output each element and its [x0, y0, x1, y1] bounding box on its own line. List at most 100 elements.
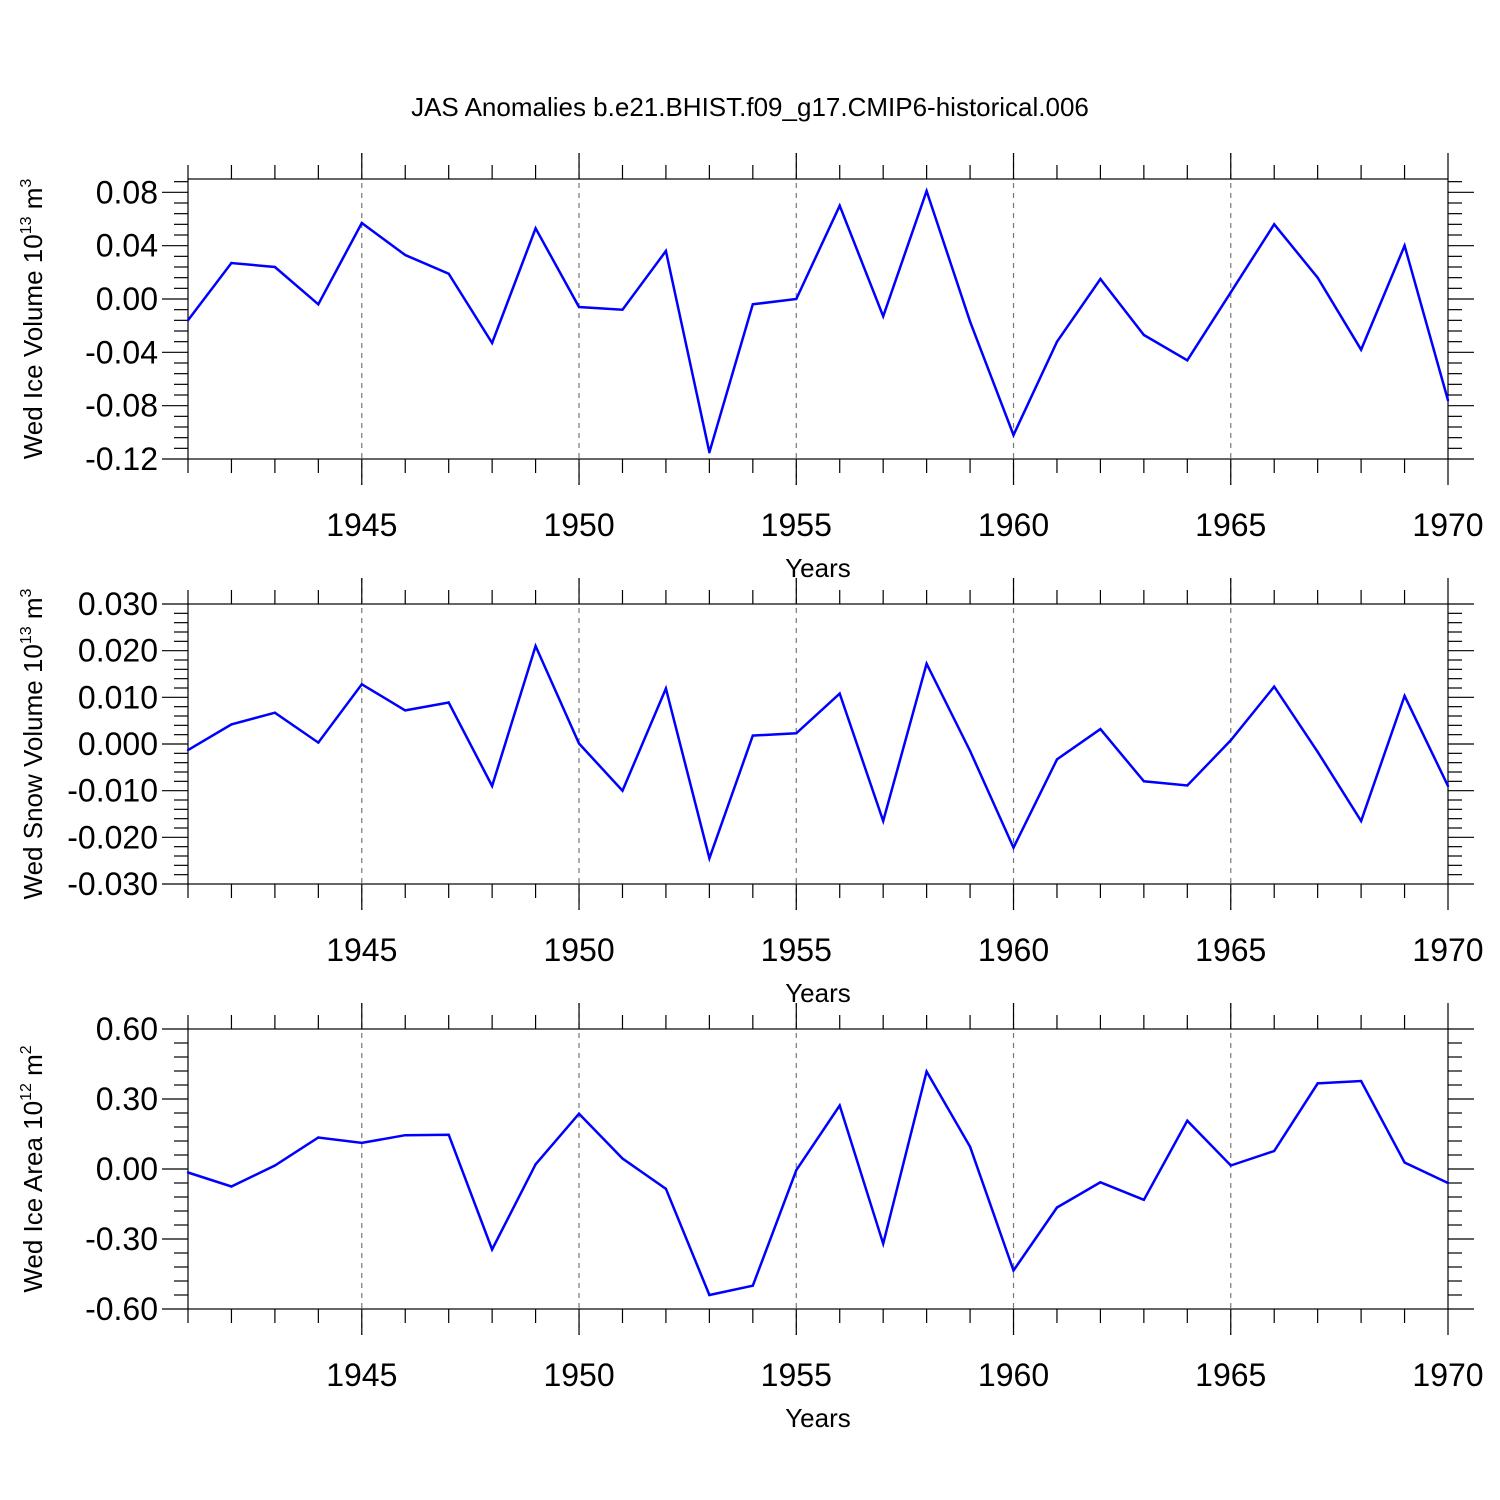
x-tick-label: 1950: [543, 507, 614, 543]
data-point: [751, 734, 755, 737]
x-tick-label: 1970: [1412, 507, 1483, 543]
data-point: [1273, 685, 1276, 688]
data-point: [273, 265, 277, 269]
data-point: [1099, 277, 1102, 281]
data-point: [925, 189, 928, 193]
y-axis-label: Wed Ice Area 1012 m2: [18, 1045, 48, 1292]
data-point: [664, 249, 668, 253]
data-point: [968, 1145, 972, 1149]
data-point: [317, 741, 320, 744]
data-point: [534, 227, 537, 230]
series-line: [187, 642, 1450, 863]
plot-frame: [187, 178, 1449, 460]
panel-2: -0.030 -0.020 -0.010 0.000 0.010 0.020 0.030 19…: [18, 578, 1484, 1008]
x-tick-label: 1960: [978, 507, 1049, 543]
x-axis-label: Years: [785, 553, 851, 583]
data-point: [1316, 276, 1319, 279]
data-point: [1403, 244, 1406, 247]
data-point: [795, 297, 798, 301]
data-point: [751, 1284, 755, 1287]
x-tick-label: 1945: [326, 1357, 397, 1393]
data-point: [577, 305, 581, 309]
data-point: [1229, 1164, 1232, 1167]
y-axis-label: Wed Ice Volume 1013 m3: [18, 179, 48, 460]
data-point: [1055, 340, 1059, 343]
data-point: [838, 692, 841, 695]
data-point: [317, 1136, 320, 1139]
data-point: [577, 742, 581, 745]
data-point: [360, 1141, 363, 1145]
data-point: [534, 644, 537, 648]
data-point: [664, 1187, 668, 1191]
data-point: [1316, 750, 1319, 754]
data-point: [1012, 433, 1015, 437]
y-tick-label: 0.08: [96, 174, 158, 210]
x-axis-label: Years: [785, 978, 851, 1008]
data-point: [360, 683, 363, 686]
data-point: [968, 749, 972, 753]
series-line: [187, 1068, 1449, 1297]
data-point: [838, 204, 841, 207]
x-tick-label: 1970: [1412, 932, 1483, 968]
data-point: [404, 1133, 407, 1137]
y-tick-label: 0.30: [96, 1081, 158, 1117]
data-point: [708, 1293, 711, 1297]
data-point: [968, 320, 972, 323]
data-point: [1273, 1149, 1276, 1153]
data-point: [577, 1112, 581, 1115]
data-point: [881, 1242, 885, 1245]
x-tick-label: 1960: [978, 1357, 1049, 1393]
data-point: [1446, 1181, 1450, 1185]
data-point: [1142, 780, 1146, 783]
data-point: [186, 319, 190, 322]
data-point: [1142, 333, 1146, 337]
y-tick-label: -0.30: [85, 1221, 158, 1257]
data-point: [621, 308, 624, 311]
data-point: [186, 748, 190, 752]
data-point: [186, 1171, 190, 1174]
data-point: [1229, 739, 1232, 742]
data-point: [1012, 846, 1015, 849]
data-point: [317, 303, 320, 306]
y-tick-label: 0.00: [96, 1151, 158, 1187]
panel-1: -0.12 -0.08 -0.04 0.00 0.04 0.08 1945 1950 1955 1…: [18, 153, 1484, 583]
data-point: [838, 1104, 841, 1107]
data-point: [621, 789, 624, 792]
data-point: [360, 221, 363, 225]
data-point: [404, 253, 407, 257]
data-point: [1359, 819, 1363, 823]
data-point: [1446, 784, 1450, 788]
data-point: [1142, 1198, 1146, 1202]
data-point: [925, 662, 928, 665]
x-tick-label: 1970: [1412, 1357, 1483, 1393]
plot-frame: [187, 1028, 1449, 1310]
data-point: [404, 709, 407, 712]
data-point: [1099, 727, 1102, 731]
data-point: [1186, 784, 1189, 787]
data-point: [1229, 291, 1232, 294]
x-tick-label: 1965: [1195, 507, 1266, 543]
x-tick-label: 1950: [543, 932, 614, 968]
data-point: [925, 1070, 928, 1073]
y-tick-label: 0.04: [96, 228, 158, 264]
data-point: [1055, 1206, 1059, 1209]
data-point: [534, 1163, 537, 1166]
data-point: [1273, 223, 1276, 226]
y-tick-label: -0.020: [67, 819, 158, 855]
y-tick-label: 0.00: [96, 281, 158, 317]
data-point: [708, 857, 711, 860]
y-tick-label: -0.04: [85, 334, 158, 370]
data-point: [1055, 758, 1059, 761]
data-point: [708, 451, 711, 454]
x-tick-label: 1955: [761, 507, 832, 543]
panel-3: -0.60 -0.30 0.00 0.30 0.60 1945 1950 1955 1960 19…: [18, 1003, 1484, 1433]
data-point: [447, 272, 450, 275]
x-tick-label: 1965: [1195, 1357, 1266, 1393]
x-tick-label: 1955: [761, 932, 832, 968]
y-tick-label: 0.60: [96, 1011, 158, 1047]
data-point: [230, 261, 233, 265]
x-tick-label: 1950: [543, 1357, 614, 1393]
data-point: [1403, 1161, 1406, 1164]
data-point: [881, 819, 885, 823]
